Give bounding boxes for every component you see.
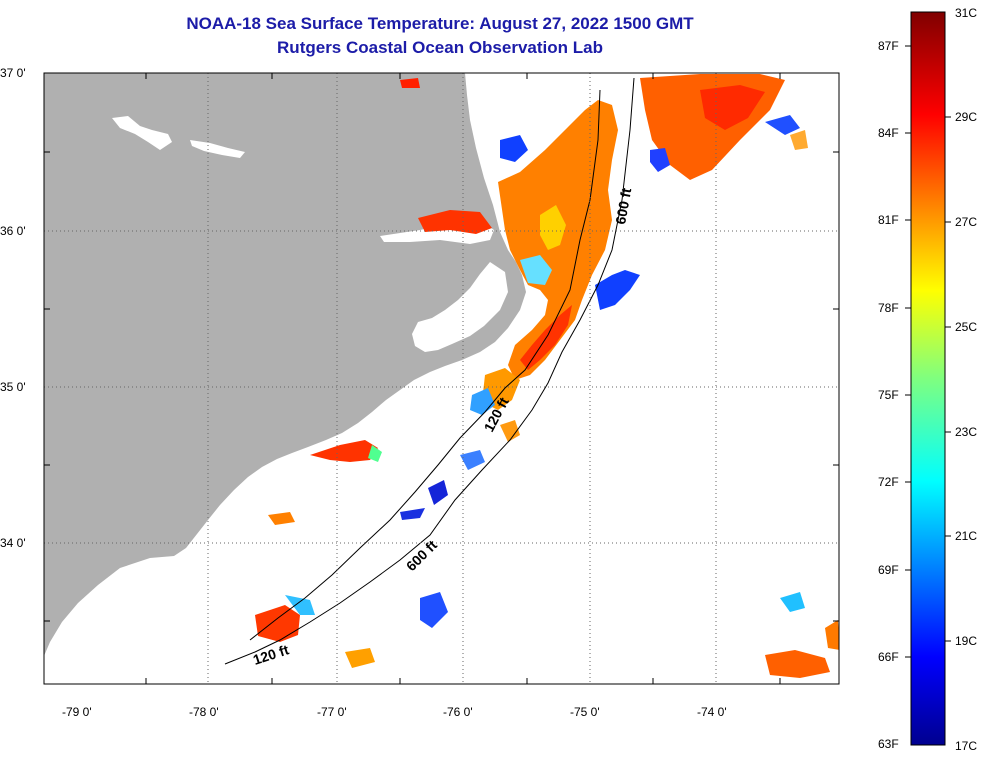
lat-label: 34 0': [0, 536, 26, 550]
land-mass: [44, 73, 526, 656]
isobath-label: 600 ft: [612, 186, 634, 225]
lon-label: -74 0': [697, 705, 727, 719]
colorbar-c-label: 23C: [955, 425, 978, 439]
lon-label: -78 0': [189, 705, 219, 719]
map-subtitle: Rutgers Coastal Ocean Observation Lab: [277, 38, 603, 57]
lat-label: 36 0': [0, 224, 26, 238]
colorbar: [910, 11, 946, 746]
inland-lake-2: [190, 140, 245, 158]
colorbar-c-label: 29C: [955, 110, 978, 124]
colorbar-f-label: 81F: [878, 213, 899, 227]
colorbar-f-label: 84F: [878, 126, 899, 140]
colorbar-c-label: 19C: [955, 634, 978, 648]
colorbar-f-label: 69F: [878, 563, 899, 577]
colorbar-c-label: 25C: [955, 320, 978, 334]
isobath-120ft: [249, 89, 601, 641]
colorbar-c-label: 27C: [955, 215, 978, 229]
pamlico-sound: [412, 262, 508, 352]
isobath-600ft: [224, 77, 635, 665]
inland-lake: [112, 116, 172, 150]
colorbar-ticks: [905, 45, 951, 658]
colorbar-c-label: 21C: [955, 529, 978, 543]
lat-label: 37 0': [0, 66, 26, 80]
lat-label: 35 0': [0, 380, 26, 394]
sst-patches: [255, 74, 839, 678]
lon-label: -76 0': [443, 705, 473, 719]
lon-label: -75 0': [570, 705, 600, 719]
colorbar-c-label: 17C: [955, 739, 978, 753]
colorbar-f-label: 75F: [878, 388, 899, 402]
map-title: NOAA-18 Sea Surface Temperature: August …: [186, 14, 694, 33]
colorbar-f-label: 78F: [878, 301, 899, 315]
lon-label: -79 0': [62, 705, 92, 719]
graticule: [44, 73, 839, 684]
colorbar-f-label: 72F: [878, 475, 899, 489]
axis-ticks: [44, 73, 839, 684]
colorbar-c-label: 31C: [955, 6, 978, 20]
map-frame: [43, 72, 840, 685]
lon-label: -77 0': [317, 705, 347, 719]
colorbar-f-label: 66F: [878, 650, 899, 664]
colorbar-f-label: 87F: [878, 39, 899, 53]
colorbar-f-label: 63F: [878, 737, 899, 751]
